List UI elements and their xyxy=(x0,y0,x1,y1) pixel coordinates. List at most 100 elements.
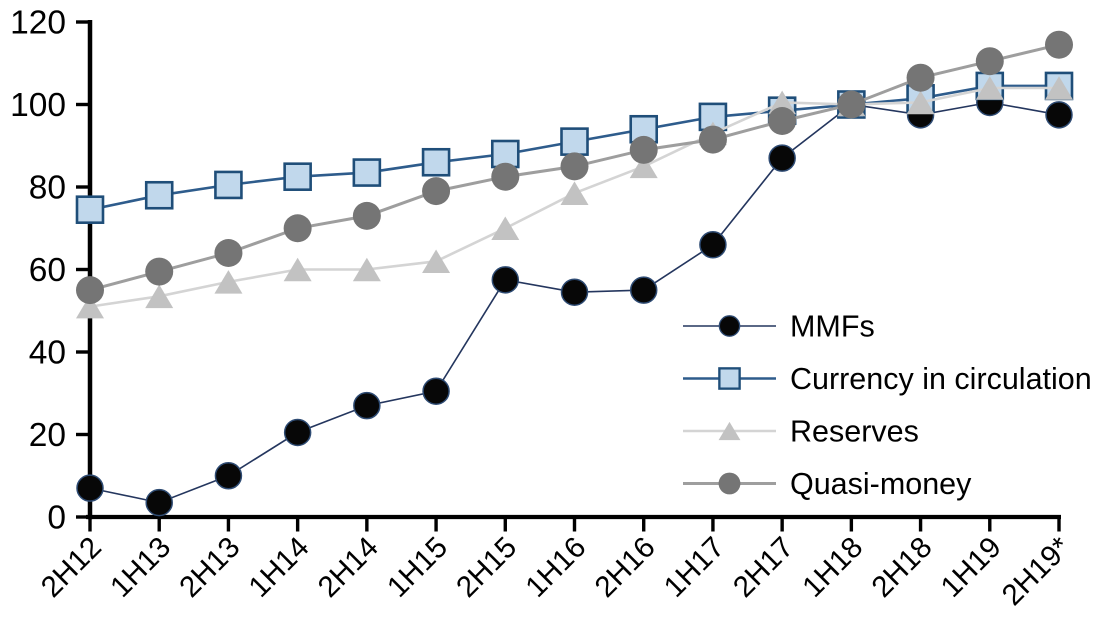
data-point-reserves xyxy=(352,257,381,282)
data-point-mmfs xyxy=(76,474,104,502)
x-tick-label-group: 2H19* xyxy=(996,530,1078,612)
data-point-mmfs xyxy=(560,278,589,306)
x-axis: 2H121H132H131H142H141H152H151H162H161H17… xyxy=(35,517,1078,612)
legend-marker-quasi-money xyxy=(718,472,741,495)
data-point-reserves xyxy=(76,294,104,319)
x-tick-label: 2H19* xyxy=(996,530,1078,612)
data-point-reserves xyxy=(422,249,451,274)
y-tick-label: 100 xyxy=(10,87,66,124)
x-tick-label-group: 2H18 xyxy=(865,531,938,604)
data-point-mmfs xyxy=(145,488,173,517)
x-tick-label: 2H14 xyxy=(312,531,385,604)
series-mmfs xyxy=(76,88,1073,517)
x-tick-label: 2H16 xyxy=(588,531,661,604)
x-tick-label-group: 1H19 xyxy=(935,531,1008,604)
x-tick-label: 2H18 xyxy=(865,531,938,604)
data-point-quasi-money xyxy=(975,47,1004,76)
x-tick-label: 2H12 xyxy=(35,531,108,604)
data-point-quasi-money xyxy=(352,201,381,230)
legend: MMFs Currency in circulation Reserves Quasi… xyxy=(683,310,1092,501)
legend-label-mmfs: MMFs xyxy=(790,310,875,344)
data-point-mmfs xyxy=(699,231,727,259)
data-point-currency-in-circulation xyxy=(214,170,243,200)
data-point-reserves xyxy=(906,90,935,115)
y-tick-label: 60 xyxy=(29,252,66,289)
x-tick-label-group: 1H14 xyxy=(242,531,315,604)
data-point-reserves xyxy=(214,270,243,294)
data-point-quasi-money xyxy=(629,135,658,164)
y-tick-label: 40 xyxy=(29,335,66,372)
data-point-quasi-money xyxy=(145,257,174,286)
x-tick-label-group: 1H13 xyxy=(104,531,177,604)
x-tick-label-group: 1H17 xyxy=(658,531,731,604)
legend-item-quasi-money: Quasi-money xyxy=(683,467,972,501)
y-tick-label: 80 xyxy=(29,170,66,207)
legend-marker-reserves xyxy=(718,421,741,441)
data-point-currency-in-circulation xyxy=(75,195,105,224)
legend-marker-currency-in-circulation xyxy=(718,367,741,390)
data-point-currency-in-circulation xyxy=(144,180,174,210)
y-tick-label: 0 xyxy=(47,500,66,537)
x-tick-label-group: 1H16 xyxy=(519,531,592,604)
x-tick-label: 2H17 xyxy=(727,531,800,604)
x-tick-label-group: 2H15 xyxy=(450,531,523,604)
x-tick-label-group: 1H15 xyxy=(381,531,454,604)
x-tick-label-group: 2H16 xyxy=(588,531,661,604)
x-tick-label-group: 2H14 xyxy=(312,531,385,604)
data-point-reserves xyxy=(975,76,1004,100)
data-point-mmfs xyxy=(214,462,243,490)
data-point-reserves xyxy=(491,216,520,241)
data-point-currency-in-circulation xyxy=(352,158,382,187)
data-point-mmfs xyxy=(768,144,796,172)
y-axis: 0 20 40 60 80 100 120 xyxy=(10,5,90,537)
data-point-reserves xyxy=(1045,76,1073,100)
legend-item-currency-in-circulation: Currency in circulation xyxy=(683,362,1092,396)
data-point-quasi-money xyxy=(491,162,520,191)
legend-label-quasi-money: Quasi-money xyxy=(790,467,972,501)
x-tick-label: 2H13 xyxy=(173,531,246,604)
data-point-quasi-money xyxy=(906,63,935,92)
data-point-mmfs xyxy=(491,266,520,294)
data-point-mmfs xyxy=(283,418,312,447)
x-tick-label: 1H16 xyxy=(519,531,592,604)
legend-marker-mmfs xyxy=(718,315,741,337)
x-tick-label-group: 2H12 xyxy=(35,531,108,604)
data-point-quasi-money xyxy=(837,90,866,119)
x-tick-label: 1H19 xyxy=(935,531,1008,604)
data-point-mmfs xyxy=(422,377,450,405)
data-point-mmfs xyxy=(629,276,658,304)
data-point-currency-in-circulation xyxy=(283,162,312,191)
x-tick-label: 1H15 xyxy=(381,531,454,604)
y-tick-label: 20 xyxy=(29,417,66,454)
data-point-currency-in-circulation xyxy=(560,127,589,156)
data-point-reserves xyxy=(145,284,174,309)
data-point-mmfs xyxy=(1045,101,1073,129)
data-point-reserves xyxy=(768,90,797,115)
data-point-quasi-money xyxy=(283,214,312,243)
data-point-quasi-money xyxy=(422,177,451,206)
x-tick-label: 1H17 xyxy=(658,531,731,604)
legend-label-reserves: Reserves xyxy=(790,415,919,449)
data-point-reserves xyxy=(560,181,589,205)
data-point-quasi-money xyxy=(560,152,589,181)
data-point-reserves xyxy=(629,154,658,179)
x-tick-label: 2H15 xyxy=(450,531,523,604)
x-tick-label-group: 2H17 xyxy=(727,531,800,604)
x-tick-label: 1H14 xyxy=(242,531,315,604)
x-tick-label: 1H13 xyxy=(104,531,177,604)
data-point-mmfs xyxy=(353,391,381,420)
data-point-quasi-money xyxy=(214,239,243,267)
data-point-quasi-money xyxy=(698,125,727,154)
legend-item-mmfs: MMFs xyxy=(683,310,875,344)
data-point-reserves xyxy=(283,257,312,282)
data-point-currency-in-circulation xyxy=(421,147,451,177)
data-point-quasi-money xyxy=(76,276,104,305)
x-tick-label-group: 2H13 xyxy=(173,531,246,604)
data-point-quasi-money xyxy=(1045,30,1073,59)
series-quasi-money xyxy=(76,30,1073,305)
legend-label-currency-in-circulation: Currency in circulation xyxy=(790,362,1092,396)
legend-item-reserves: Reserves xyxy=(683,415,919,449)
x-tick-label-group: 1H18 xyxy=(796,531,869,604)
